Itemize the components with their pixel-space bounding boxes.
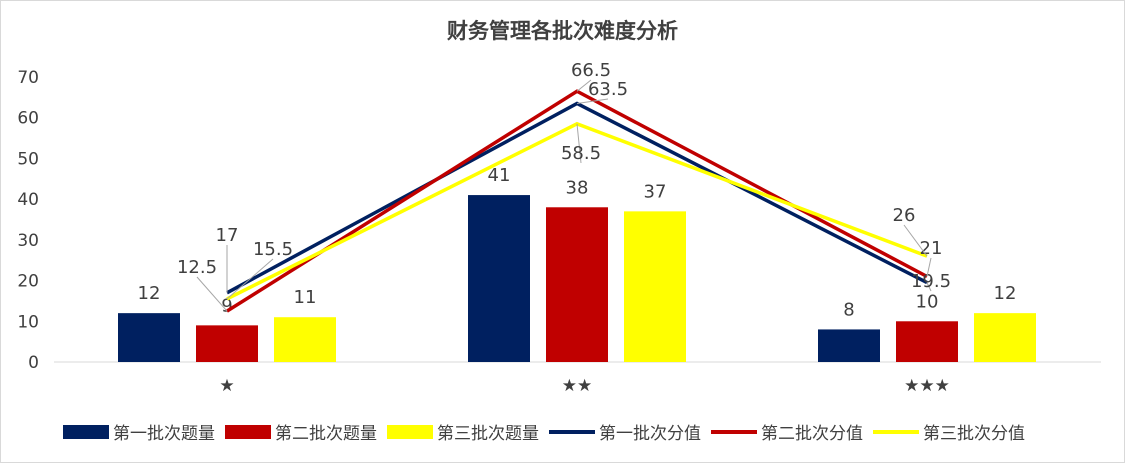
bar-data-label: 37: [644, 181, 667, 202]
leader-line: [196, 276, 228, 312]
line-data-label: 66.5: [571, 60, 611, 81]
legend: 第一批次题量 第二批次题量 第三批次题量 第一批次分值 第二批次分值 第三批次分值: [63, 419, 1025, 444]
bar-2-1: [196, 325, 258, 362]
leader-line: [926, 282, 932, 292]
bar-2-3: [896, 321, 958, 362]
bar-data-label: 9: [221, 295, 232, 316]
line-data-label: 63.5: [588, 79, 628, 100]
bar-3-3: [974, 313, 1036, 362]
line-data-label: 58.5: [561, 143, 601, 164]
y-tick-label: 0: [28, 353, 39, 373]
y-tick-label: 20: [17, 272, 39, 292]
x-tick-label: ★: [219, 376, 234, 396]
legend-swatch: [549, 429, 595, 434]
bar-2-2: [546, 207, 608, 362]
bar-3-2: [624, 211, 686, 362]
bar-data-label: 41: [488, 165, 511, 186]
line-data-label: 15.5: [253, 239, 293, 260]
chart-title: 财务管理各批次难度分析: [447, 19, 678, 43]
legend-item: 第二批次分值: [711, 419, 863, 444]
legend-label: 第三批次题量: [437, 424, 539, 444]
bar-data-label: 10: [916, 291, 939, 312]
x-tick-label: ★★: [562, 376, 592, 396]
leader-line: [576, 79, 592, 92]
bar-1-2: [468, 195, 530, 362]
leader-line: [576, 123, 582, 164]
legend-swatch: [63, 424, 109, 439]
y-tick-label: 30: [17, 231, 39, 251]
bar-data-label: 12: [138, 283, 161, 304]
leader-line: [576, 98, 609, 104]
y-tick-label: 10: [17, 312, 39, 332]
leader-line: [903, 224, 928, 257]
bar-data-label: 8: [843, 299, 854, 320]
legend-swatch: [711, 429, 757, 434]
legend-item: 第三批次题量: [387, 419, 539, 444]
legend-item: 第一批次分值: [549, 419, 701, 444]
legend-swatch: [873, 429, 919, 434]
y-tick-label: 60: [17, 109, 39, 129]
line-data-label: 12.5: [177, 257, 217, 278]
bar-data-label: 38: [566, 177, 589, 198]
leader-line: [926, 257, 932, 277]
y-tick-label: 70: [17, 68, 39, 88]
legend-label: 第二批次题量: [275, 424, 377, 444]
bar-data-label: 11: [294, 287, 317, 308]
line-data-label: 21: [920, 238, 943, 259]
legend-item: 第三批次分值: [873, 419, 1025, 444]
y-tick-label: 40: [17, 190, 39, 210]
legend-label: 第一批次题量: [113, 424, 215, 444]
legend-label: 第一批次分值: [599, 424, 701, 444]
legend-swatch: [225, 424, 271, 439]
leader-line: [226, 258, 274, 300]
bar-1-1: [118, 313, 180, 362]
bar-1-3: [818, 329, 880, 362]
legend-label: 第三批次分值: [923, 424, 1025, 444]
line-data-label: 17: [216, 225, 239, 246]
x-tick-label: ★★★: [904, 376, 950, 396]
line-data-label: 26: [893, 205, 916, 226]
legend-item: 第二批次题量: [225, 419, 377, 444]
y-tick-label: 50: [17, 149, 39, 169]
bar-3-1: [274, 317, 336, 362]
line-data-label: 19.5: [911, 271, 951, 292]
legend-item: 第一批次题量: [63, 419, 215, 444]
bar-data-label: 12: [994, 283, 1017, 304]
legend-swatch: [387, 424, 433, 439]
legend-label: 第二批次分值: [761, 424, 863, 444]
